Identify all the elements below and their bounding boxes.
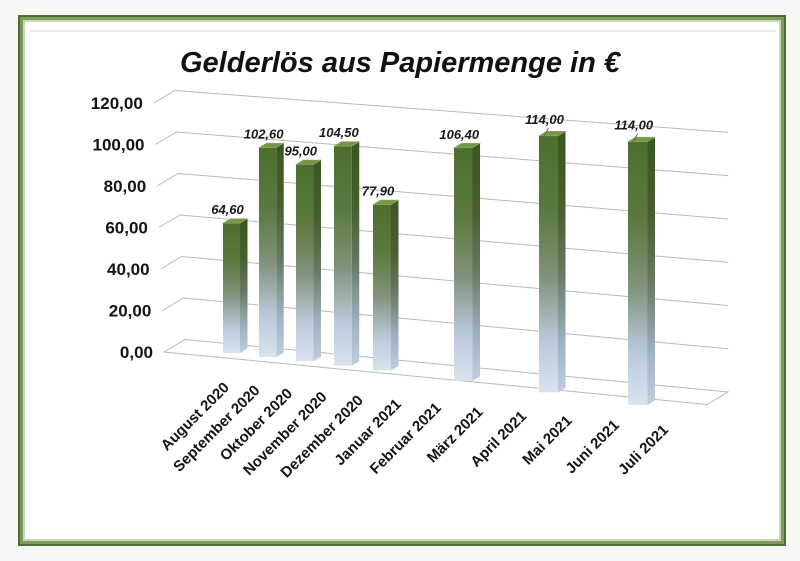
bar-april-2021 <box>537 131 567 393</box>
bar-front-face <box>259 147 277 357</box>
bar-side-face <box>240 218 248 353</box>
bar-top-face <box>371 199 400 205</box>
data-label-leader-line <box>543 127 549 138</box>
data-label-dezember-2020: 77,90 <box>362 184 395 199</box>
bar-front-face <box>334 146 352 366</box>
bar-august-2020 <box>221 218 249 353</box>
y-tick-label-40,00: 40,00 <box>107 260 150 279</box>
bar-top-face <box>332 141 361 147</box>
data-label-april-2021: 114,00 <box>525 112 565 127</box>
bar-side-face <box>313 160 321 362</box>
y-tick-label-20,00: 20,00 <box>109 302 152 321</box>
data-label-september-2020: 102,60 <box>244 127 285 142</box>
bars <box>221 131 657 405</box>
gridline-120,00 <box>153 89 729 133</box>
bar-front-face <box>373 204 391 371</box>
bar-oktober-2020 <box>294 159 323 362</box>
green-page-frame <box>18 15 786 546</box>
bar-top-face <box>257 142 285 148</box>
bar-juni-2021 <box>626 136 657 405</box>
bar-dezember-2020 <box>371 199 400 371</box>
bar-top-face <box>294 159 323 165</box>
chart-title: Gelderlös aus Papiermenge in € <box>180 47 622 79</box>
data-label-november-2020: 104,50 <box>319 125 360 140</box>
data-label-juni-2021: 114,00 <box>614 118 654 133</box>
bar-front-face <box>539 135 558 393</box>
data-label-august-2020: 64,60 <box>211 202 244 217</box>
y-tick-label-60,00: 60,00 <box>105 219 148 238</box>
y-tick-label-0,00: 0,00 <box>120 343 153 362</box>
data-label-februar-2021: 106,40 <box>439 127 480 142</box>
bar-februar-2021 <box>452 143 482 381</box>
bar-november-2020 <box>332 141 361 366</box>
bar-front-face <box>454 147 473 381</box>
bar-september-2020 <box>257 142 285 357</box>
data-label-leader-line <box>632 133 639 143</box>
bar-side-face <box>351 141 360 366</box>
y-tick-label-120,00: 120,00 <box>91 94 143 113</box>
bar-top-face <box>452 143 482 149</box>
category-label-juli-2021: Juli 2021 <box>615 422 672 479</box>
bar-side-face <box>558 131 566 393</box>
bar-side-face <box>391 200 399 371</box>
y-tick-label-100,00: 100,00 <box>93 136 145 155</box>
bar-side-face <box>276 143 284 357</box>
bar-top-face <box>221 218 249 224</box>
y-axis-labels: 0,00 20,00 40,00 60,00 80,00 100,00 120,00 <box>91 94 153 362</box>
bar-side-face <box>647 137 655 405</box>
floor-plane <box>162 338 730 406</box>
y-tick-label-80,00: 80,00 <box>104 177 147 196</box>
bar-front-face <box>628 141 648 405</box>
bar-side-face <box>472 143 480 381</box>
bar-front-face <box>223 223 240 353</box>
bar-front-face <box>296 164 314 362</box>
data-label-oktober-2020: 95,00 <box>284 144 317 159</box>
